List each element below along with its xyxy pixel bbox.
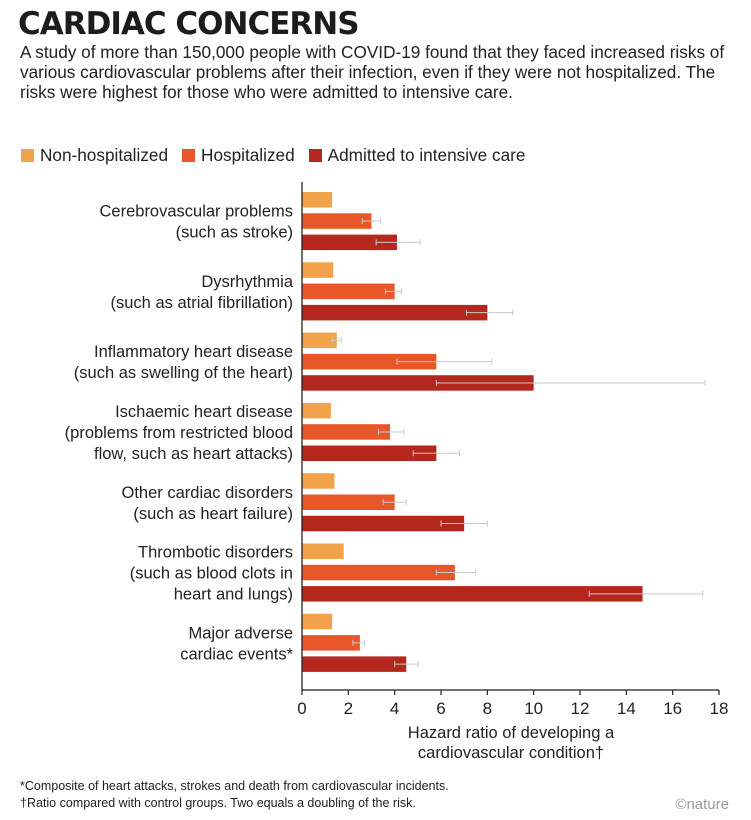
category-label-line: Major adverse: [188, 624, 293, 642]
footnote-composite: *Composite of heart attacks, strokes and…: [20, 779, 449, 793]
x-tick-label-5: 10: [524, 699, 543, 718]
x-tick-label-0: 0: [297, 699, 306, 718]
bar-icu-1: [302, 304, 488, 321]
bar-hospitalized-2: [302, 353, 437, 370]
bar-icu-3: [302, 445, 437, 461]
legend-label-icu: Admitted to intensive care: [327, 144, 526, 165]
x-tick-label-8: 16: [663, 699, 682, 718]
chart-subtitle: A study of more than 150,000 people with…: [20, 42, 725, 102]
bar-non-hospitalized-3: [302, 402, 331, 419]
bar-icu-2: [302, 375, 534, 391]
x-tick-label-2: 4: [390, 699, 399, 718]
bar-hospitalized-3: [302, 424, 391, 440]
category-label-line: flow, such as heart attacks): [94, 445, 293, 463]
category-label-line: Cerebrovascular problems: [100, 203, 294, 221]
x-axis-title-line: cardiovascular condition†: [418, 744, 604, 762]
legend-item-non-hospitalized: Non-hospitalized: [21, 145, 168, 166]
bar-hospitalized-5: [302, 564, 455, 581]
bar-icu-4: [302, 515, 465, 532]
bar-non-hospitalized-1: [302, 262, 334, 278]
category-label-line: Thrombotic disorders: [138, 544, 293, 562]
x-tick-label-9: 18: [710, 699, 729, 718]
category-label-line: (problems from restricted blood: [65, 424, 293, 442]
category-label-line: (such as stroke): [176, 224, 293, 242]
category-label-line: Dysrhythmia: [201, 273, 294, 291]
legend-label-hospitalized: Hospitalized: [201, 144, 295, 165]
footnotes: *Composite of heart attacks, strokes and…: [20, 778, 449, 812]
category-label-0: Cerebrovascular problems (such as stroke): [100, 203, 294, 242]
footnote-ratio: †Ratio compared with control groups. Two…: [20, 796, 416, 810]
category-label-line: Other cardiac disorders: [122, 484, 294, 502]
legend-item-hospitalized: Hospitalized: [182, 145, 295, 166]
category-label-3: Ischaemic heart disease (problems from re…: [65, 403, 293, 463]
bar-hospitalized-4: [302, 494, 395, 510]
legend-swatch-hospitalized: [182, 148, 196, 162]
bar-non-hospitalized-2: [302, 332, 337, 349]
x-tick-label-1: 2: [344, 699, 353, 718]
x-tick-label-4: 8: [483, 699, 492, 718]
category-label-line: (such as atrial fibrillation): [111, 294, 293, 312]
category-label-line: (such as swelling of the heart): [74, 364, 293, 382]
category-label-1: Dysrhythmia (such as atrial fibrillation): [111, 273, 294, 312]
bar-non-hospitalized-4: [302, 473, 335, 489]
x-axis-title: Hazard ratio of developing a cardiovascul…: [408, 724, 615, 762]
category-label-line: heart and lungs): [174, 586, 293, 604]
bar-non-hospitalized-5: [302, 543, 344, 559]
bar-icu-0: [302, 234, 397, 251]
bar-icu-6: [302, 656, 407, 672]
legend-swatch-icu: [308, 148, 322, 162]
legend-swatch-non-hospitalized: [21, 148, 34, 162]
bar-icu-5: [302, 586, 643, 602]
bar-hospitalized-0: [302, 213, 372, 229]
bar-non-hospitalized-6: [302, 613, 333, 630]
category-label-4: Other cardiac disorders (such as heart fa…: [122, 484, 294, 523]
category-label-2: Inflammatory heart disease (such as swell…: [74, 343, 293, 382]
x-axis-title-line: Hazard ratio of developing a: [408, 724, 615, 742]
nature-credit: ©nature: [675, 796, 729, 813]
category-label-line: (such as heart failure): [133, 505, 293, 523]
legend: Non-hospitalized Hospitalized Admitted t…: [21, 144, 539, 166]
category-label-5: Thrombotic disorders (such as blood clots…: [130, 544, 293, 604]
x-tick-label-7: 14: [617, 699, 636, 718]
legend-label-non-hospitalized: Non-hospitalized: [40, 144, 169, 165]
category-label-line: Ischaemic heart disease: [115, 403, 293, 421]
category-label-line: Inflammatory heart disease: [94, 343, 293, 361]
category-label-6: Major adverse cardiac events*: [180, 624, 293, 663]
category-label-line: (such as blood clots in: [130, 565, 293, 583]
x-tick-label-6: 12: [571, 699, 590, 718]
legend-item-icu: Admitted to intensive care: [308, 144, 526, 166]
category-label-line: cardiac events*: [180, 645, 293, 663]
bar-non-hospitalized-0: [302, 192, 333, 208]
x-tick-label-3: 6: [436, 699, 445, 718]
bar-hospitalized-6: [302, 635, 360, 651]
chart-title: CARDIAC CONCERNS: [18, 6, 360, 42]
bar-hospitalized-1: [302, 283, 395, 300]
